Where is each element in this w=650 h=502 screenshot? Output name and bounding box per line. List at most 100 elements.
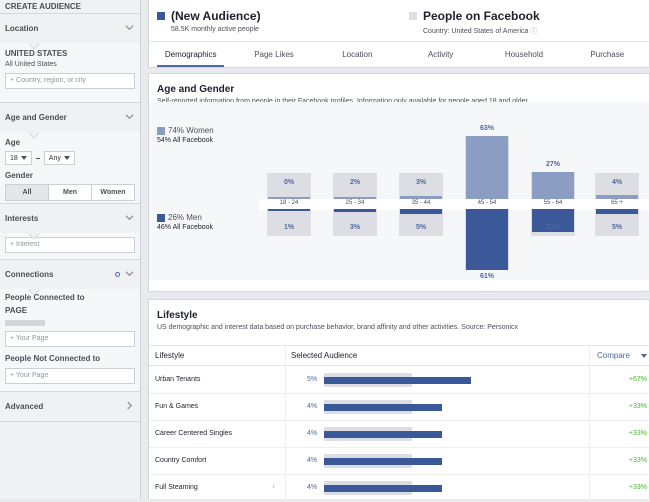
lifestyle-name: Country Comfort <box>155 457 207 464</box>
women-bar <box>400 196 442 199</box>
tab-household[interactable]: Household <box>504 50 544 59</box>
age-gender-title: Age and Gender <box>157 84 235 95</box>
audience-bar <box>324 404 442 411</box>
women-all-facebook: 54% All Facebook <box>157 137 214 144</box>
gender-toggle: All Men Women <box>5 184 135 201</box>
women-comparison-track <box>333 173 377 199</box>
tab-activity[interactable]: Activity <box>427 50 454 59</box>
sort-arrow-icon[interactable] <box>641 354 647 358</box>
col-selected-audience[interactable]: Selected Audience <box>291 351 358 360</box>
age-axis-band <box>259 199 649 210</box>
women-pct-label: 63% <box>479 125 494 132</box>
gender-men-button[interactable]: Men <box>49 185 92 200</box>
location-section: Location UNITED STATES All United States… <box>0 14 140 103</box>
lifestyle-row[interactable]: Urban Tenants 5% +67% <box>149 367 649 394</box>
comparison-audience-summary: People on Facebook Country: United State… <box>409 9 540 36</box>
column-divider <box>285 346 286 367</box>
age-gender-chart: 74% Women 54% All Facebook 26% Men 46% A… <box>149 102 649 280</box>
women-comparison-track <box>595 173 639 199</box>
col-compare[interactable]: Compare <box>597 351 630 360</box>
column-divider <box>589 448 590 475</box>
age-gender-section: Age and Gender Age 18 Any Gender All Men… <box>0 103 140 204</box>
sidebar-title: CREATE AUDIENCE <box>0 0 140 14</box>
women-bar <box>268 197 310 199</box>
info-icon[interactable]: i <box>273 484 275 490</box>
lifestyle-table-header: Lifestyle Selected Audience Compare <box>149 345 649 367</box>
tab-demographics[interactable]: Demographics <box>149 42 232 67</box>
audience-bar <box>324 377 471 384</box>
age-max-select[interactable]: Any <box>43 151 75 165</box>
men-pct-label: 61% <box>479 273 494 280</box>
tab-purchase[interactable]: Purchase <box>590 50 625 59</box>
age-bucket-label: 65 + <box>611 200 623 206</box>
women-swatch <box>157 126 165 135</box>
interest-input[interactable]: + Interest <box>5 237 135 253</box>
lifestyle-row[interactable]: Country Comfort 4% +33% <box>149 448 649 475</box>
chevron-down-icon[interactable] <box>125 112 134 121</box>
interests-header[interactable]: Interests <box>0 204 140 240</box>
advanced-header[interactable]: Advanced <box>0 392 140 421</box>
age-max-value: Any <box>48 154 61 162</box>
tab-page-likes[interactable]: Page Likes <box>254 50 294 59</box>
dropdown-arrow-icon <box>20 156 27 160</box>
lifestyle-row[interactable]: Full Steaming i 4% +33% <box>149 475 649 502</box>
age-range: 18 Any <box>5 151 135 165</box>
men-pct-label: 5% <box>611 224 623 231</box>
men-bar <box>400 209 442 214</box>
chevron-right-icon[interactable] <box>125 401 134 410</box>
age-gender-card: Age and Gender Self-reported information… <box>148 73 650 292</box>
age-min-select[interactable]: 18 <box>5 151 32 165</box>
connected-page-input[interactable]: + Your Page <box>5 331 135 347</box>
compare-country-text: Country: United States of America <box>423 28 529 35</box>
lifestyle-pct: 4% <box>307 484 318 491</box>
column-divider <box>285 367 286 394</box>
women-legend: 74% Women 54% All Facebook <box>157 126 214 144</box>
compare-country: Country: United States of America ⓘ <box>423 26 540 36</box>
men-all-facebook: 46% All Facebook <box>157 224 214 231</box>
column-divider <box>285 421 286 448</box>
lifestyle-row[interactable]: Fun & Games 4% +33% <box>149 394 649 421</box>
chevron-down-icon[interactable] <box>125 213 134 222</box>
col-lifestyle: Lifestyle <box>155 351 185 360</box>
gender-label: Gender <box>5 171 34 180</box>
chevron-down-icon[interactable] <box>125 23 134 32</box>
not-connected-page-input[interactable]: + Your Page <box>5 368 135 384</box>
location-input[interactable]: + Country, region, or city <box>5 73 135 89</box>
men-bar <box>596 209 638 214</box>
column-divider <box>589 475 590 502</box>
chevron-down-icon[interactable] <box>125 269 134 278</box>
column-divider <box>589 346 590 367</box>
audience-title: (New Audience) <box>171 9 261 23</box>
lifestyle-row[interactable]: Career Centered Singles 4% +33% <box>149 421 649 448</box>
audience-color-swatch <box>157 12 165 20</box>
redacted-page-name <box>5 320 45 326</box>
column-divider <box>589 394 590 421</box>
age-gender-header[interactable]: Age and Gender <box>0 103 140 139</box>
country-label: UNITED STATES <box>5 49 68 58</box>
age-gender-body: Age 18 Any Gender All Men Women <box>0 132 140 203</box>
column-divider <box>285 475 286 502</box>
compare-value: +33% <box>628 403 647 410</box>
women-bar <box>596 195 638 199</box>
interests-heading: Interests <box>5 214 39 223</box>
column-divider <box>285 394 286 421</box>
men-comparison-track <box>267 209 311 236</box>
compare-value: +67% <box>628 376 647 383</box>
interests-section: Interests + Interest <box>0 204 140 260</box>
age-bucket-label: 55 - 64 <box>543 200 563 206</box>
info-dot-icon <box>115 272 120 277</box>
lifestyle-subtitle: US demographic and interest data based o… <box>157 324 518 331</box>
women-share: 74% Women <box>168 126 214 135</box>
gender-all-button[interactable]: All <box>6 185 49 200</box>
location-header[interactable]: Location <box>0 14 140 50</box>
tab-location[interactable]: Location <box>342 50 373 59</box>
connections-heading: Connections <box>5 270 54 279</box>
country-scope: All United States <box>5 61 57 68</box>
connections-header[interactable]: Connections <box>0 260 140 296</box>
gender-women-button[interactable]: Women <box>92 185 134 200</box>
info-icon[interactable]: ⓘ <box>530 28 538 35</box>
lifestyle-card: Lifestyle US demographic and interest da… <box>148 299 650 502</box>
location-body: UNITED STATES All United States + Countr… <box>0 43 140 102</box>
insight-tabs: Demographics Page Likes Location Activit… <box>149 41 649 67</box>
age-bucket-label: 18 - 24 <box>279 200 299 206</box>
